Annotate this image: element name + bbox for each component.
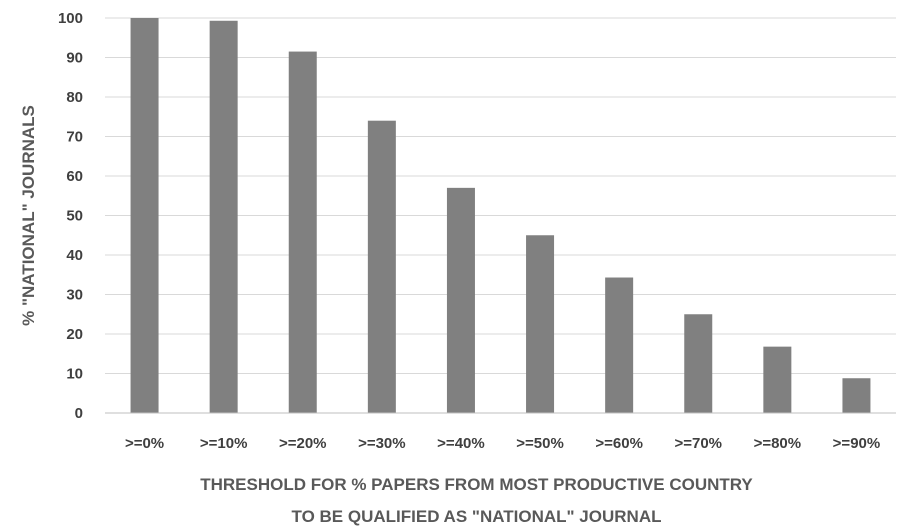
bar-3 xyxy=(367,120,396,413)
y-tick-label: 40 xyxy=(66,247,83,264)
x-axis-title-line-1: THRESHOLD FOR % PAPERS FROM MOST PRODUCT… xyxy=(200,475,753,494)
x-tick-label: >=30% xyxy=(358,435,406,452)
bar-7 xyxy=(684,314,713,413)
x-axis-title-line-2: TO BE QUALIFIED AS "NATIONAL" JOURNAL xyxy=(292,507,662,526)
bar-5 xyxy=(526,235,555,413)
x-tick-label: >=10% xyxy=(200,435,248,452)
x-tick-label: >=50% xyxy=(516,435,564,452)
bar-1 xyxy=(209,20,238,413)
y-tick-label: 0 xyxy=(75,405,83,422)
y-tick-label: 10 xyxy=(66,366,83,383)
bars xyxy=(130,18,871,413)
y-tick-label: 30 xyxy=(66,287,83,304)
y-axis-tick-labels: 0 10 20 30 40 50 60 70 80 90 100 xyxy=(58,10,83,422)
bar-2 xyxy=(288,51,317,413)
bar-9 xyxy=(842,378,871,413)
bar-6 xyxy=(605,277,634,413)
x-tick-label: >=60% xyxy=(595,435,643,452)
y-tick-label: 80 xyxy=(66,89,83,106)
x-tick-label: >=20% xyxy=(279,435,327,452)
y-axis-title: % "NATIONAL" JOURNALS xyxy=(19,105,38,326)
x-tick-label: >=0% xyxy=(125,435,164,452)
x-tick-label: >=80% xyxy=(754,435,802,452)
bar-4 xyxy=(446,187,475,413)
y-tick-label: 60 xyxy=(66,168,83,185)
x-axis-tick-labels: >=0% >=10% >=20% >=30% >=40% >=50% >=60% >=70% >… xyxy=(125,435,880,452)
y-tick-label: 50 xyxy=(66,208,83,225)
y-tick-label: 100 xyxy=(58,10,83,27)
bar-8 xyxy=(763,346,792,413)
y-tick-label: 90 xyxy=(66,50,83,67)
y-tick-label: 20 xyxy=(66,326,83,343)
y-tick-label: 70 xyxy=(66,129,83,146)
x-tick-label: >=90% xyxy=(833,435,881,452)
x-tick-label: >=70% xyxy=(674,435,722,452)
x-tick-label: >=40% xyxy=(437,435,485,452)
bar-0 xyxy=(130,18,159,413)
